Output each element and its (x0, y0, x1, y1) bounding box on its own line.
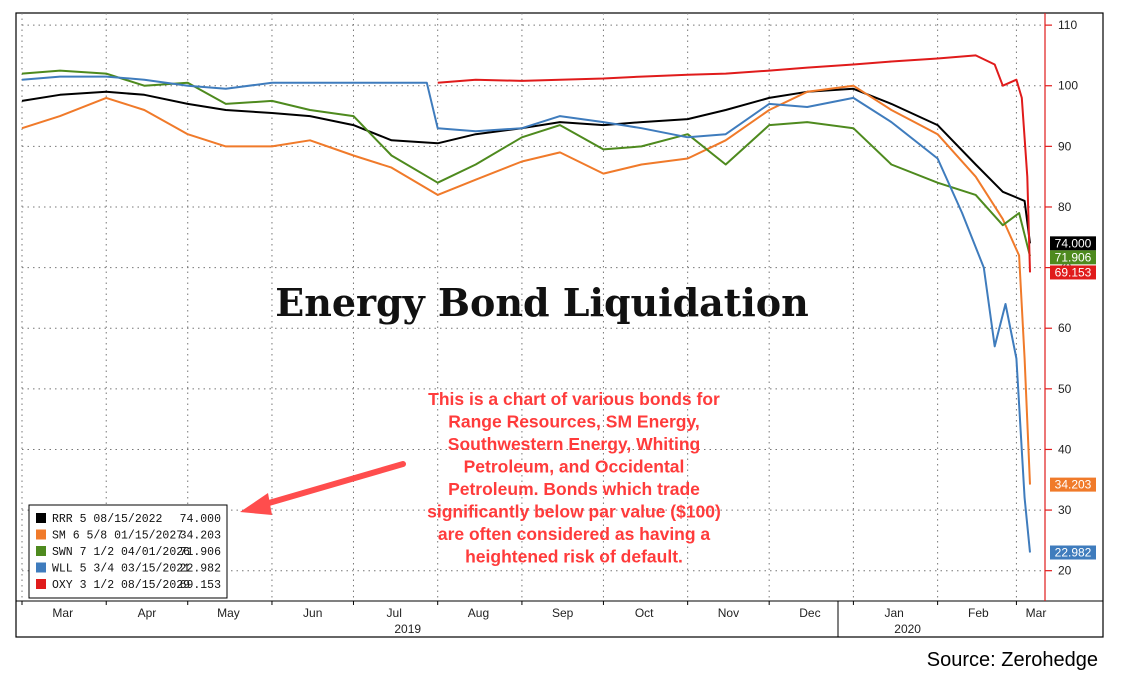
x-tick-label: Aug (468, 606, 489, 620)
value-tag-wll: 22.982 (1050, 545, 1096, 560)
source-label: Source: Zerohedge (927, 649, 1098, 671)
svg-text:34.203: 34.203 (1055, 478, 1092, 492)
legend: RRR 5 08/15/2022 74.000 SM 6 5/8 01/15/202… (28, 504, 228, 599)
y-tick-label: 110 (1058, 18, 1077, 32)
legend-label: OXY 3 1/2 08/15/2029 (52, 579, 190, 592)
legend-swatch (36, 579, 46, 589)
annotation-line: Range Resources, SM Energy, (448, 412, 700, 432)
value-tag-sm: 34.203 (1050, 477, 1096, 492)
value-tag-oxy: 69.153 (1050, 265, 1096, 280)
x-axis: Mar Apr May Jun Jul Aug Sep Oct Nov Dec Jan Feb Mar 2… (21, 601, 1047, 636)
legend-label: WLL 5 3/4 03/15/2021 (52, 563, 190, 576)
series-line-rrr (21, 87, 1031, 244)
x-year-label: 2020 (894, 622, 921, 636)
series-line-wll (21, 75, 1031, 553)
legend-value: 71.906 (180, 546, 222, 559)
annotation-line: heightened risk of default. (465, 547, 683, 567)
value-tag-swn: 71.906 (1050, 250, 1096, 265)
x-tick-label: Jul (387, 606, 402, 620)
legend-rows: RRR 5 08/15/2022 74.000 SM 6 5/8 01/15/202… (36, 513, 221, 592)
y-tick-label: 40 (1058, 442, 1072, 456)
legend-swatch (36, 513, 46, 523)
y-axis: 2030405060708090100110 (1045, 18, 1078, 578)
annotation-line: Petroleum. Bonds which trade (448, 479, 700, 499)
y-tick-label: 30 (1058, 503, 1072, 517)
y-tick-label: 60 (1058, 321, 1072, 335)
annotation-line: are often considered as having a (438, 524, 711, 544)
x-tick-label: Apr (138, 606, 157, 620)
annotation-text: This is a chart of various bonds for Rang… (427, 389, 721, 567)
svg-text:71.906: 71.906 (1055, 250, 1092, 264)
legend-swatch (36, 529, 46, 540)
series-line-swn (21, 69, 1031, 257)
legend-label: SM 6 5/8 01/15/2027 (52, 530, 183, 543)
series-line-sm (21, 84, 1031, 485)
y-tick-label: 90 (1058, 139, 1072, 153)
legend-label: RRR 5 08/15/2022 (52, 513, 163, 526)
x-tick-label: May (217, 606, 240, 620)
annotation-line: significantly below par value ($100) (427, 502, 721, 522)
annotation-line: Southwestern Energy, Whiting (448, 434, 700, 454)
x-tick-label: Dec (799, 606, 820, 620)
x-tick-label: Mar (52, 606, 73, 620)
series-layer (21, 54, 1031, 553)
legend-swatch (36, 546, 46, 556)
annotation-arrow (240, 461, 406, 515)
legend-value: 69.153 (180, 579, 222, 592)
x-tick-label: Oct (635, 606, 654, 620)
svg-text:22.982: 22.982 (1055, 546, 1092, 560)
annotation-line: Petroleum, and Occidental (464, 457, 685, 477)
y-tick-label: 20 (1058, 564, 1072, 578)
x-tick-label: Jan (884, 606, 903, 620)
chart-title: Energy Bond Liquidation (275, 280, 809, 325)
value-tag-rrr: 74.000 (1050, 236, 1096, 251)
x-tick-label: Feb (968, 606, 989, 620)
legend-value: 34.203 (180, 530, 222, 543)
y-tick-label: 80 (1058, 200, 1072, 214)
annotation-line: This is a chart of various bonds for (428, 389, 720, 409)
legend-item-rrr: RRR 5 08/15/2022 74.000 (36, 513, 221, 526)
series-line-oxy (437, 54, 1031, 273)
legend-value: 22.982 (180, 563, 222, 576)
x-tick-label: Jun (303, 606, 322, 620)
x-tick-label: Sep (552, 606, 574, 620)
y-tick-label: 50 (1058, 382, 1072, 396)
svg-text:74.000: 74.000 (1055, 236, 1092, 250)
legend-value: 74.000 (180, 513, 222, 526)
legend-label: SWN 7 1/2 04/01/2026 (52, 546, 190, 559)
x-tick-label: Mar (1026, 606, 1047, 620)
legend-box (28, 504, 228, 599)
svg-text:69.153: 69.153 (1055, 265, 1092, 279)
legend-swatch (36, 562, 46, 573)
chart-frame (15, 12, 1104, 638)
x-year-label: 2019 (394, 622, 421, 636)
x-tick-label: Nov (718, 606, 739, 620)
y-tick-label: 100 (1058, 79, 1078, 93)
